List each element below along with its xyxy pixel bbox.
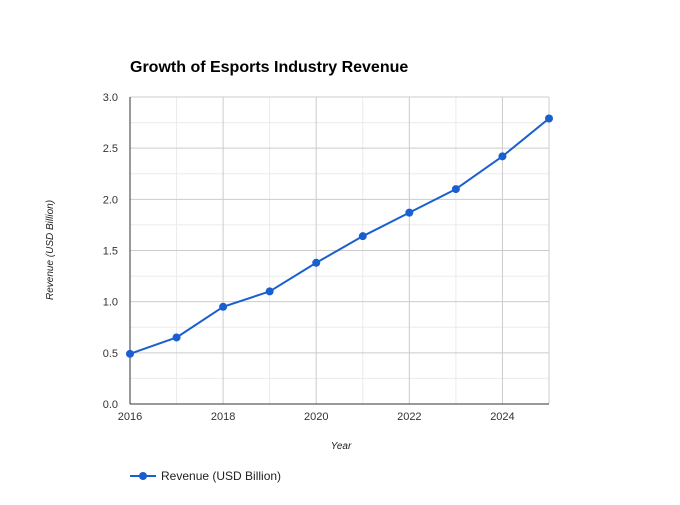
x-axis-label: Year — [331, 441, 352, 452]
data-point — [172, 333, 181, 342]
data-point — [451, 185, 460, 194]
series-line — [129, 117, 550, 355]
y-tick-label: 2.5 — [103, 143, 118, 155]
data-point — [405, 208, 414, 217]
x-tick-label: 2016 — [118, 411, 142, 423]
data-point — [219, 302, 228, 311]
y-tick-label: 1.5 — [103, 246, 118, 258]
x-tick-label: 2018 — [211, 411, 235, 423]
y-tick-label: 3.0 — [103, 92, 118, 104]
y-tick-label: 2.0 — [103, 194, 118, 206]
y-tick-label: 0.0 — [103, 399, 118, 411]
x-tick-label: 2022 — [397, 411, 421, 423]
x-tick-labels: 2016 2018 2020 2022 2024 — [118, 411, 515, 423]
chart-title: Growth of Esports Industry Revenue — [130, 59, 408, 76]
data-point — [265, 287, 274, 296]
x-tick-label: 2020 — [304, 411, 328, 423]
data-point — [358, 232, 367, 241]
data-point — [126, 349, 134, 358]
y-tick-labels: 0.0 0.5 1.0 1.5 2.0 2.5 3.0 — [103, 92, 118, 411]
y-tick-label: 0.5 — [103, 348, 118, 360]
data-point — [545, 114, 553, 123]
data-point — [498, 152, 507, 161]
legend-label: Revenue (USD Billion) — [161, 469, 281, 483]
legend[interactable]: Revenue (USD Billion) — [130, 469, 281, 483]
legend-marker-swatch — [139, 472, 147, 480]
y-axis-label: Revenue (USD Billion) — [45, 200, 56, 300]
data-point — [312, 258, 321, 267]
y-tick-label: 1.0 — [103, 297, 118, 309]
x-tick-label: 2024 — [490, 411, 514, 423]
series-group — [126, 114, 553, 358]
